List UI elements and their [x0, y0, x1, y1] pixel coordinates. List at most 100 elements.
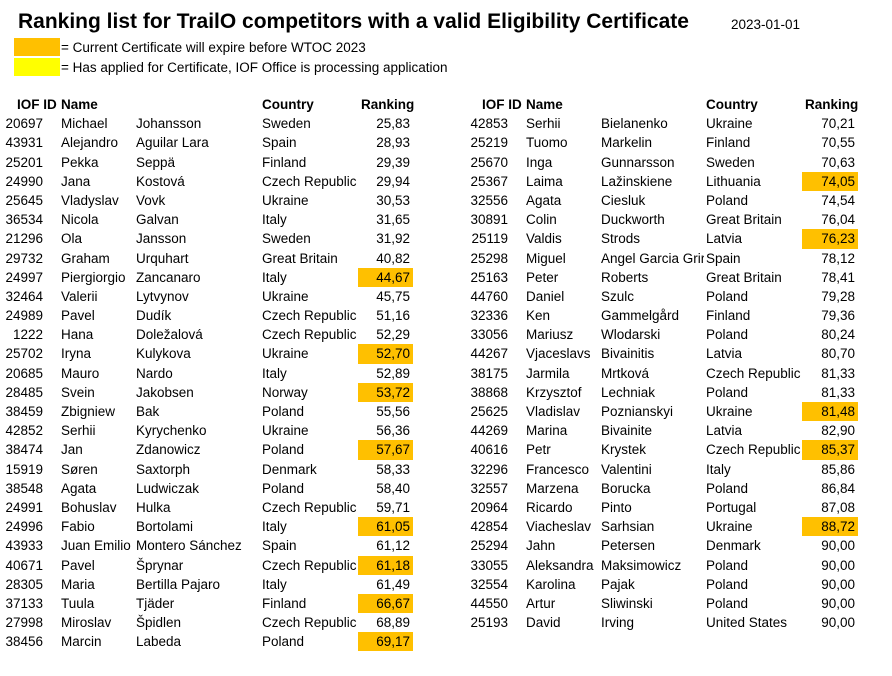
cell-ranking: 55,56 — [376, 404, 410, 419]
report-date: 2023-01-01 — [731, 17, 801, 32]
cell-ranking: 79,36 — [821, 308, 855, 324]
cell-first-name: Marcin — [61, 634, 102, 650]
cell-iof-id: 24989 — [5, 308, 43, 324]
cell-last-name: Zancanaro — [136, 269, 201, 285]
cell-iof-id: 25163 — [470, 269, 508, 285]
cell-first-name: Alejandro — [61, 135, 119, 151]
cell-country: Poland — [706, 480, 749, 496]
cell-last-name: Kyrychenko — [136, 423, 207, 439]
cell-ranking: 85,37 — [802, 440, 858, 460]
cell-iof-id: 25625 — [470, 404, 508, 419]
cell-last-name: Urquhart — [136, 250, 189, 266]
cell-last-name: Labeda — [136, 634, 182, 650]
cell-ranking: 70,21 — [821, 116, 855, 132]
cell-iof-id: 28305 — [5, 576, 43, 592]
cell-iof-id: 25294 — [470, 538, 508, 554]
cell-first-name: Serhii — [526, 116, 561, 132]
cell-iof-id: 25193 — [470, 615, 508, 631]
page-title: Ranking list for TrailO competitors with… — [18, 10, 689, 33]
cell-country: Ukraine — [706, 519, 753, 535]
cell-first-name: Svein — [61, 384, 95, 400]
cell-ranking: 40,82 — [376, 250, 410, 266]
cell-first-name: Marina — [526, 423, 568, 439]
cell-last-name: Aguilar Lara — [136, 135, 209, 151]
cell-iof-id: 30891 — [470, 212, 508, 228]
cell-ranking: 90,00 — [821, 538, 855, 554]
cell-ranking: 59,71 — [376, 499, 410, 515]
cell-last-name: Angel Garcia Grir — [601, 250, 704, 266]
cell-first-name: Krzysztof — [526, 384, 582, 400]
cell-country: Poland — [706, 557, 749, 573]
cell-ranking: 51,16 — [376, 308, 410, 324]
cell-country: Italy — [262, 212, 287, 228]
cell-first-name: Vladislav — [526, 404, 581, 419]
cell-last-name: Bortolami — [136, 519, 194, 535]
cell-ranking: 74,05 — [802, 171, 858, 191]
cell-ranking: 61,18 — [358, 555, 413, 575]
cell-iof-id: 21296 — [5, 231, 43, 247]
cell-iof-id: 25645 — [5, 192, 43, 208]
cell-iof-id: 24997 — [5, 269, 43, 285]
cell-ranking: 82,90 — [821, 423, 855, 439]
cell-first-name: Aleksandra — [526, 557, 594, 573]
cell-iof-id: 42853 — [470, 116, 508, 132]
cell-iof-id: 32336 — [470, 308, 508, 324]
cell-iof-id: 25219 — [470, 135, 508, 151]
cell-iof-id: 38175 — [470, 365, 508, 381]
cell-iof-id: 42854 — [470, 519, 508, 535]
cell-first-name: Piergiorgio — [61, 269, 126, 285]
cell-country: Finland — [262, 154, 307, 170]
cell-country: Poland — [706, 327, 749, 343]
cell-country: Poland — [262, 442, 305, 458]
cell-ranking: 79,28 — [821, 288, 855, 304]
cell-first-name: Jan — [61, 442, 83, 458]
cell-ranking: 70,55 — [821, 135, 855, 151]
cell-iof-id: 32556 — [470, 192, 508, 208]
cell-last-name: Borucka — [601, 480, 651, 496]
cell-first-name: Pavel — [61, 557, 95, 573]
cell-first-name: Vjaceslavs — [526, 346, 591, 362]
cell-iof-id: 28485 — [5, 384, 43, 400]
cell-iof-id: 25298 — [470, 250, 508, 266]
cell-country: Poland — [706, 192, 749, 208]
cell-ranking: 90,00 — [821, 557, 855, 573]
cell-first-name: Iryna — [61, 346, 92, 362]
cell-iof-id: 38868 — [470, 384, 508, 400]
cell-first-name: Jarmila — [526, 365, 570, 381]
cell-ranking: 52,29 — [376, 327, 410, 343]
cell-iof-id: 1222 — [12, 327, 43, 343]
cell-first-name: Nicola — [61, 212, 99, 228]
cell-ranking: 66,67 — [358, 593, 413, 614]
cell-last-name: Valentini — [601, 461, 652, 477]
cell-iof-id: 38548 — [5, 480, 43, 496]
cell-iof-id: 44269 — [470, 423, 508, 439]
cell-ranking: 80,70 — [821, 346, 855, 362]
cell-first-name: Miguel — [526, 250, 566, 266]
cell-ranking: 78,12 — [821, 250, 855, 266]
cell-first-name: Michael — [61, 116, 108, 132]
header-iof-id: IOF ID — [17, 97, 57, 112]
cell-country: Czech Republic — [262, 327, 357, 343]
cell-last-name: Duckworth — [601, 212, 665, 228]
cell-last-name: Bielanenko — [601, 116, 668, 132]
cell-last-name: Sarhsian — [601, 519, 655, 535]
cell-country: Italy — [262, 519, 287, 535]
cell-ranking: 29,94 — [376, 173, 410, 189]
cell-first-name: Pavel — [61, 308, 95, 324]
legend-text-processing: = Has applied for Certificate, IOF Offic… — [61, 59, 448, 75]
cell-first-name: Marzena — [526, 480, 579, 496]
cell-ranking: 69,17 — [358, 632, 413, 652]
cell-ranking: 78,41 — [821, 269, 855, 285]
cell-last-name: Wlodarski — [601, 327, 661, 343]
cell-country: Czech Republic — [262, 557, 357, 573]
cell-first-name: Valerii — [61, 288, 98, 304]
cell-ranking: 57,67 — [358, 440, 413, 460]
cell-first-name: Søren — [61, 461, 98, 477]
cell-country: Great Britain — [706, 212, 782, 228]
cell-ranking: 74,54 — [821, 192, 855, 208]
cell-country: Ukraine — [262, 288, 309, 304]
cell-iof-id: 32464 — [5, 288, 43, 304]
cell-first-name: Mauro — [61, 365, 100, 381]
cell-iof-id: 40671 — [5, 557, 43, 573]
cell-iof-id: 20697 — [5, 116, 43, 132]
